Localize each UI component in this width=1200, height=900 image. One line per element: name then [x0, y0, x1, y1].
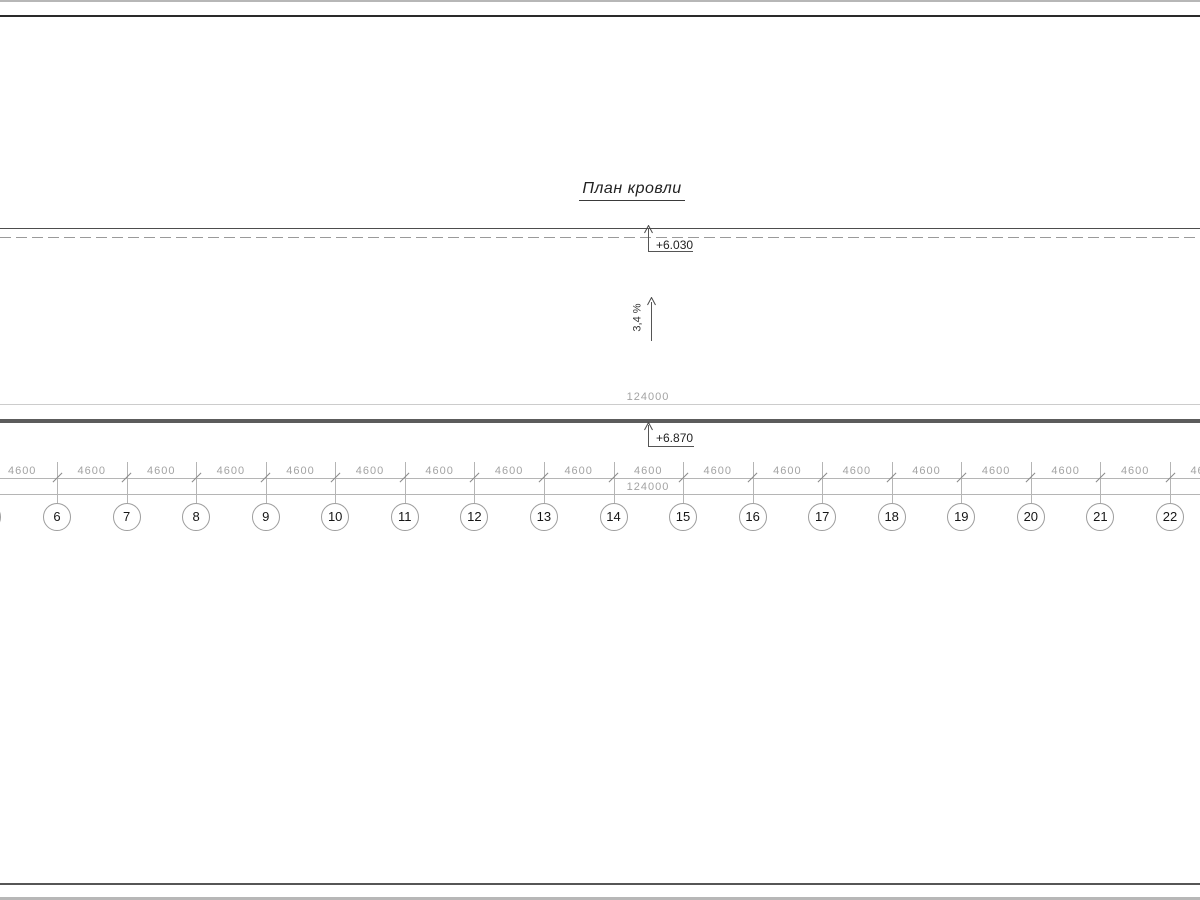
grid-axis-bubble: 19 — [947, 503, 976, 531]
parapet-thick-line — [0, 419, 1200, 423]
grid-axis-bubble: 16 — [738, 503, 767, 531]
grid-axis-line — [822, 462, 824, 503]
bay-dimension-label: 4600 — [147, 465, 176, 477]
bay-dimension-label: 4600 — [634, 465, 663, 477]
grid-axis-line — [961, 462, 963, 503]
grid-axis-line — [891, 462, 893, 503]
grid-axis-bubble: 11 — [390, 503, 419, 531]
grid-axis-line — [265, 462, 267, 503]
bay-dimension-label: 4600 — [773, 465, 802, 477]
bay-dimension-label: 4600 — [1190, 465, 1200, 477]
overall-dimension-top: 124000 — [626, 391, 670, 403]
overall-dimension-bottom: 124000 — [626, 481, 670, 493]
dimension-line-overall-bottom-rule — [0, 494, 1200, 495]
grid-axis-bubble: 7 — [112, 503, 141, 531]
elevation-value-upper: +6.030 — [656, 238, 694, 252]
elevation-arrow-up-icon — [644, 422, 653, 431]
slope-arrow-line — [651, 302, 652, 341]
dimension-line-overall-top — [0, 404, 1200, 405]
grid-axis-bubble: 20 — [1016, 503, 1045, 531]
grid-axis-line — [613, 462, 615, 503]
elevation-leader-line — [648, 228, 649, 252]
grid-axis-bubble — [0, 503, 2, 531]
elevation-leader-line — [648, 425, 649, 447]
grid-axis-bubble: 10 — [321, 503, 350, 531]
grid-axis-line — [57, 462, 58, 503]
bay-dimension-label: 4600 — [355, 465, 385, 477]
bay-dimension-label: 4600 — [703, 465, 733, 477]
grid-axis-bubble: 9 — [251, 503, 280, 531]
wall-line-top — [0, 15, 1200, 17]
bay-dimension-label: 4600 — [1120, 465, 1150, 477]
grid-axis-bubble: 12 — [460, 503, 489, 531]
bay-dimension-label: 4600 — [494, 465, 524, 477]
bay-dimension-label: 4600 — [1051, 465, 1080, 477]
elevation-shelf-line — [648, 251, 693, 252]
grid-axis-bubble: 18 — [877, 503, 906, 531]
grid-axis-line — [404, 462, 406, 503]
bay-dimension-label: 4600 — [564, 465, 593, 477]
roof-edge-line-upper — [0, 228, 1200, 229]
elevation-shelf-line — [648, 446, 694, 447]
grid-axis-bubble: 13 — [529, 503, 558, 531]
page-edge-strip-top — [0, 0, 1200, 2]
grid-axis-line — [1170, 462, 1171, 503]
bay-dimension-label: 4600 — [7, 465, 37, 477]
hidden-roof-dashed-line — [0, 237, 1200, 238]
grid-axis-bubble: 15 — [669, 503, 697, 531]
bay-dimension-label: 4600 — [425, 465, 454, 477]
grid-axis-bubble: 14 — [599, 503, 628, 531]
grid-axis-bubble: 22 — [1156, 503, 1184, 531]
grid-axis-line — [335, 462, 337, 503]
dimension-line-bays — [0, 478, 1200, 479]
grid-axis-bubble: 21 — [1086, 503, 1115, 531]
bay-dimension-label: 4600 — [216, 465, 246, 477]
elevation-value-lower: +6.870 — [656, 431, 694, 445]
bay-dimension-label: 4600 — [912, 465, 941, 477]
drawing-title: План кровли — [532, 180, 732, 201]
grid-axis-line — [683, 462, 684, 503]
bay-dimension-label: 4600 — [842, 465, 872, 477]
bay-dimension-label: 4600 — [286, 465, 315, 477]
drawing-title-text: План кровли — [579, 180, 685, 201]
grid-axis-line — [126, 462, 128, 503]
wall-line-bottom — [0, 883, 1200, 885]
grid-axis-line — [474, 462, 476, 503]
page-edge-strip-bottom — [0, 897, 1200, 900]
slope-label: 3,4 % — [631, 303, 644, 332]
bay-dimension-label: 4600 — [981, 465, 1011, 477]
grid-axis-line — [752, 462, 754, 503]
grid-axis-bubble: 6 — [43, 503, 71, 531]
grid-axis-line — [1030, 462, 1032, 503]
grid-axis-bubble: 8 — [182, 503, 211, 531]
elevation-arrow-up-icon — [644, 225, 653, 234]
slope-arrow-up-icon — [647, 297, 656, 306]
grid-axis-line — [543, 462, 545, 503]
grid-axis-line — [196, 462, 198, 503]
grid-axis-line — [1100, 462, 1102, 503]
grid-axis-bubble: 17 — [808, 503, 837, 531]
bay-dimension-label: 4600 — [77, 465, 107, 477]
